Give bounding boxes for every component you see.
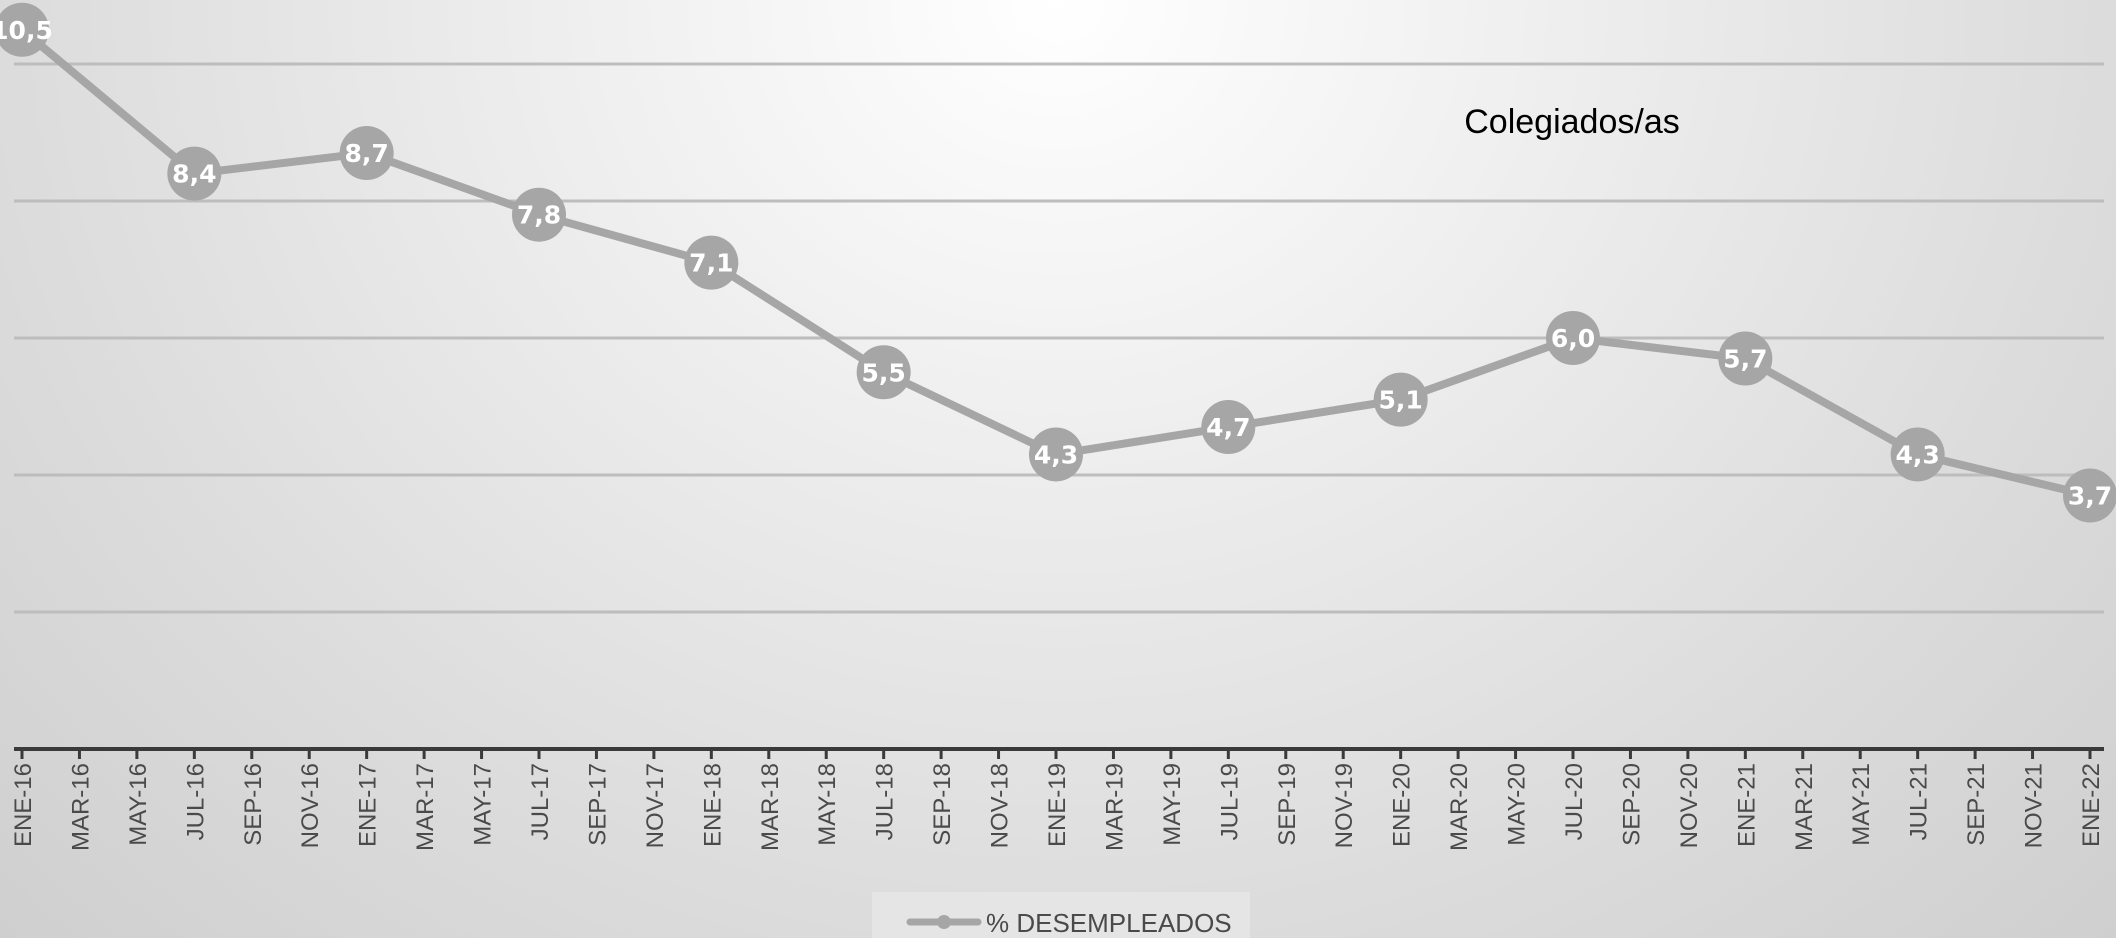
legend-background: [872, 892, 1250, 938]
x-tick-label: MAY-18: [814, 763, 841, 846]
x-tick-label: NOV-18: [987, 763, 1014, 848]
x-tick-label: ENE-21: [1733, 763, 1760, 847]
data-label: 6,0: [1551, 324, 1595, 353]
data-point-marker: [1890, 427, 1945, 482]
data-point-marker: [1718, 331, 1773, 386]
x-tick-label: JUL-20: [1561, 763, 1588, 840]
x-tick-label: MAY-17: [470, 763, 497, 846]
x-tick-label: MAR-16: [67, 763, 94, 851]
legend: % DESEMPLEADOS: [872, 892, 1250, 938]
data-point-marker: [2063, 468, 2116, 523]
x-tick-label: NOV-19: [1331, 763, 1358, 848]
data-label: 4,3: [1896, 440, 1940, 469]
x-tick-label: MAR-20: [1446, 763, 1473, 851]
x-tick-label: JUL-18: [872, 763, 899, 840]
data-label: 4,3: [1034, 440, 1078, 469]
data-point-marker: [167, 146, 222, 201]
x-tick-label: JUL-21: [1906, 763, 1933, 840]
x-tick-label: ENE-20: [1389, 763, 1416, 847]
x-tick-label: SEP-16: [240, 763, 267, 846]
x-tick-label: SEP-20: [1618, 763, 1645, 846]
data-label: 5,5: [862, 358, 906, 387]
x-tick-label: SEP-19: [1274, 763, 1301, 846]
chart-title: Colegiados/as: [1464, 103, 1679, 141]
x-tick-label: ENE-16: [10, 763, 37, 847]
data-label: 8,7: [345, 139, 389, 168]
x-tick-label: JUL-17: [527, 763, 554, 840]
x-tick-label: NOV-17: [642, 763, 669, 848]
x-tick-label: JUL-16: [182, 763, 209, 840]
x-tick-label: NOV-16: [297, 763, 324, 848]
data-label: 5,1: [1379, 386, 1423, 415]
data-label: 7,1: [689, 249, 733, 278]
data-label: 8,4: [172, 160, 216, 189]
data-point-marker: [1201, 400, 1256, 455]
data-label: 3,7: [2068, 482, 2112, 511]
data-point-marker: [1546, 311, 1600, 365]
data-label: 10,5: [0, 16, 53, 45]
data-points: 10,5 8,4 8,7 7,8 7,1 5,5 4,3 4,7 5,1 6,0 5,7 4,3 3,7: [0, 2, 2116, 523]
x-tick-label: MAR-19: [1101, 763, 1128, 851]
x-tick-label: MAY-19: [1159, 763, 1186, 846]
data-point-marker: [684, 235, 739, 290]
data-point-marker: [1373, 372, 1428, 427]
x-tick-label: SEP-17: [584, 763, 611, 846]
series-line: [18, 25, 2094, 500]
series-line-group: [18, 25, 2094, 500]
x-tick-label: ENE-22: [2078, 763, 2105, 847]
x-tick-label: NOV-20: [1676, 763, 1703, 848]
data-label: 5,7: [1723, 345, 1767, 374]
x-tick-label: NOV-21: [2021, 763, 2048, 848]
x-tick-label: MAY-20: [1504, 763, 1531, 846]
x-tick-label: SEP-21: [1963, 763, 1990, 846]
x-tick-label: MAR-17: [412, 763, 439, 851]
x-tick-label: JUL-19: [1216, 763, 1243, 840]
x-tick-label: ENE-19: [1044, 763, 1071, 847]
x-tick-label: ENE-17: [355, 763, 382, 847]
data-label: 7,8: [517, 201, 561, 230]
data-point-marker: [1029, 427, 1083, 482]
x-tick-label: MAY-16: [125, 763, 152, 846]
x-tick-label: ENE-18: [699, 763, 726, 847]
x-tick-label: MAY-21: [1848, 763, 1875, 846]
data-label: 4,7: [1206, 413, 1250, 442]
gridlines: [14, 62, 2104, 614]
x-axis: ENE-16 MAR-16 MAY-16 JUL-16 SEP-16 NOV-16 ENE-…: [10, 747, 2105, 851]
legend-marker-icon: [937, 915, 951, 929]
x-tick-label: MAR-21: [1791, 763, 1818, 851]
data-point-marker: [512, 187, 566, 242]
data-point-marker: [339, 126, 394, 181]
legend-label: % DESEMPLEADOS: [986, 908, 1232, 938]
data-point-marker: [0, 2, 49, 57]
x-tick-label: MAR-18: [757, 763, 784, 851]
x-tick-label: SEP-18: [929, 763, 956, 846]
data-point-marker: [856, 345, 911, 400]
